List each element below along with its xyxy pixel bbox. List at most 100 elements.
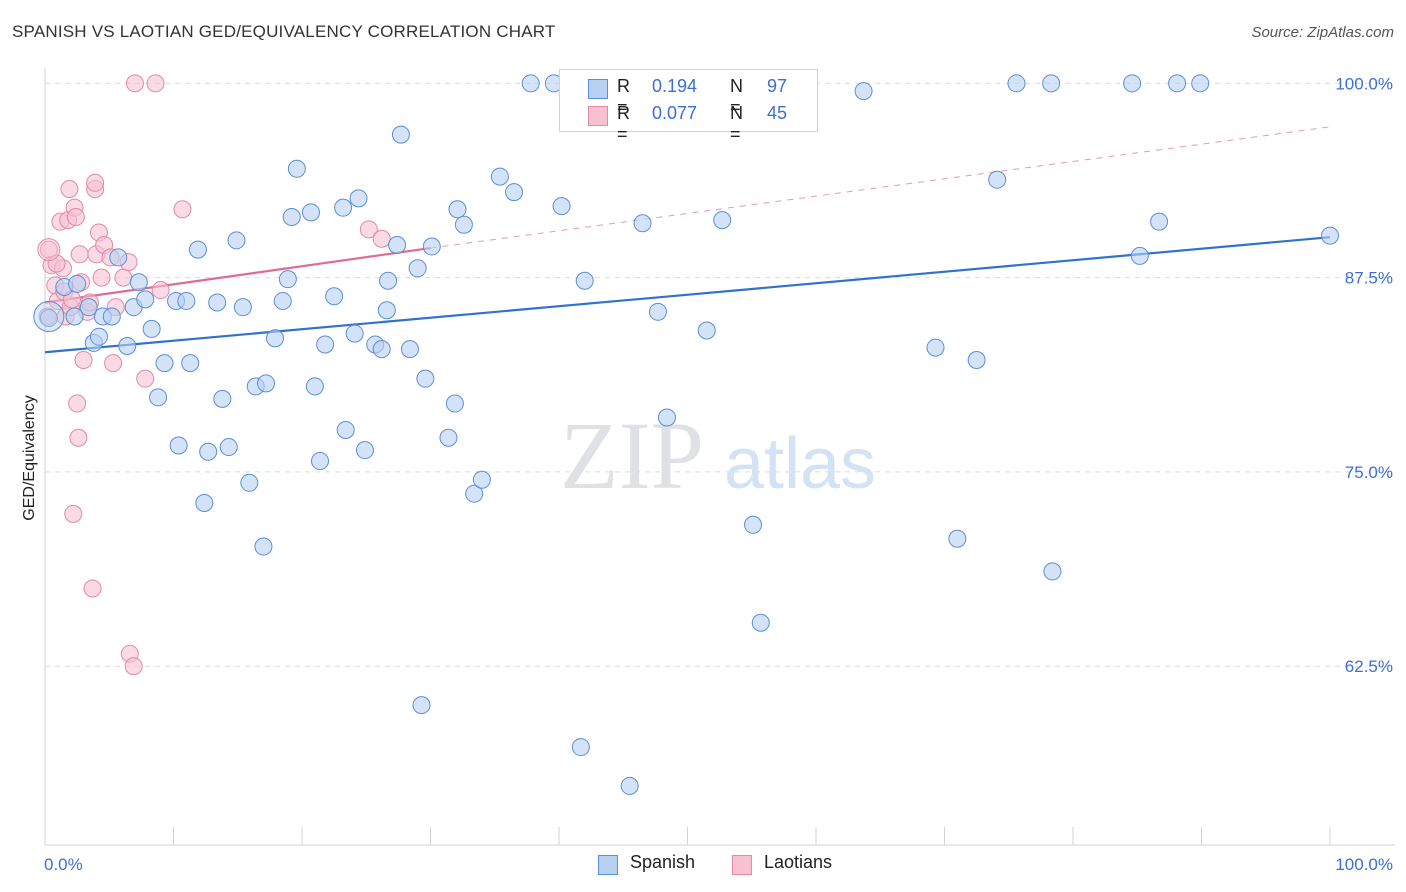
laotians-legend-label: Laotians <box>764 852 833 872</box>
spanish-legend-swatch <box>598 855 618 875</box>
spanish-point <box>102 307 121 326</box>
spanish-point <box>79 298 98 317</box>
y-tick-label: 87.5% <box>1345 269 1393 288</box>
x-tick-label-min: 0.0% <box>44 855 83 874</box>
spanish-point <box>926 338 945 357</box>
spanish-legend-label: Spanish <box>630 852 696 872</box>
y-tick-label: 75.0% <box>1345 463 1393 482</box>
spanish-point <box>149 388 168 407</box>
laotian-point <box>125 74 144 93</box>
spanish-point <box>620 776 639 795</box>
laotian-point <box>83 579 102 598</box>
spanish-point <box>1321 226 1339 245</box>
laotian-point <box>359 220 378 239</box>
laotian-point <box>124 657 143 676</box>
spanish-point <box>633 214 652 233</box>
spanish-point <box>305 377 324 396</box>
laotian-point <box>173 200 192 219</box>
spanish-point <box>521 74 540 93</box>
laotians-swatch <box>588 106 608 126</box>
laotian-point <box>104 354 123 373</box>
n-value: 97 <box>767 76 788 96</box>
spanish-point <box>181 354 200 373</box>
spanish-point <box>213 389 232 408</box>
data-points <box>33 74 1339 795</box>
laotian-point <box>86 173 105 192</box>
n-label: N = <box>730 76 743 117</box>
spanish-point <box>1191 74 1210 93</box>
spanish-point <box>155 354 174 373</box>
spanish-point <box>422 237 441 256</box>
spanish-point <box>345 324 364 343</box>
spanish-point <box>571 738 590 757</box>
spanish-point <box>336 420 355 439</box>
y-tick-label: 62.5% <box>1345 657 1393 676</box>
n-value: 45 <box>767 103 788 123</box>
spanish-point <box>1130 246 1149 265</box>
stats-legend: R = 0.194 N = 97 R = 0.077 N = 45 <box>559 69 818 144</box>
spanish-point <box>372 340 391 359</box>
spanish-point <box>278 270 297 289</box>
spanish-point <box>472 470 491 489</box>
laotian-point <box>92 268 111 287</box>
spanish-point <box>188 240 207 259</box>
spanish-point <box>316 335 335 354</box>
spanish-point <box>377 301 396 320</box>
spanish-point <box>254 537 273 556</box>
laotian-point <box>37 238 61 262</box>
spanish-point <box>751 613 770 632</box>
spanish-point <box>219 438 238 457</box>
spanish-point <box>445 394 464 413</box>
r-value: 0.077 <box>652 103 698 123</box>
laotian-point <box>372 229 391 248</box>
laotian-trend-extension <box>430 126 1331 249</box>
grid-lines <box>45 82 1395 667</box>
tick-labels: 62.5% 75.0% 87.5% 100.0% 0.0% 100.0% <box>44 74 1393 874</box>
spanish-point <box>552 197 571 216</box>
spanish-point <box>177 291 196 310</box>
spanish-point <box>118 337 137 356</box>
r-label: R = <box>617 76 630 117</box>
spanish-point <box>199 442 218 461</box>
source-label: Source: ZipAtlas.com <box>1251 24 1394 41</box>
spanish-point <box>195 494 214 513</box>
spanish-point <box>1007 74 1026 93</box>
spanish-point <box>744 515 763 534</box>
spanish-point <box>169 436 188 455</box>
laotian-point <box>146 74 165 93</box>
y-tick-label: 100.0% <box>1335 74 1393 93</box>
spanish-point <box>227 231 246 250</box>
spanish-point <box>310 452 329 471</box>
laotian-point <box>114 268 133 287</box>
spanish-point <box>129 273 148 292</box>
watermark-atlas: atlas <box>724 424 876 504</box>
spanish-point <box>325 287 344 306</box>
spanish-point <box>273 291 292 310</box>
spanish-point <box>713 211 732 230</box>
laotian-point <box>64 504 83 523</box>
spanish-point <box>1042 74 1061 93</box>
laotian-point <box>68 394 87 413</box>
spanish-point <box>697 321 716 340</box>
spanish-point <box>142 319 161 338</box>
spanish-point <box>648 302 667 321</box>
spanish-point <box>412 696 431 715</box>
spanish-point <box>266 329 285 348</box>
spanish-point <box>65 307 84 326</box>
spanish-point <box>657 408 676 427</box>
x-tick-label-max: 100.0% <box>1335 855 1393 874</box>
spanish-point <box>233 298 252 317</box>
spanish-point <box>465 484 484 503</box>
laotian-point <box>136 369 155 388</box>
spanish-point <box>448 200 467 219</box>
laotian-point <box>151 281 170 300</box>
axes <box>44 68 1395 846</box>
spanish-point <box>967 351 986 370</box>
watermark-zip: ZIP <box>560 402 704 509</box>
spanish-point <box>988 170 1007 189</box>
spanish-trend-line <box>44 236 1331 354</box>
spanish-point <box>39 309 58 328</box>
spanish-point <box>1150 212 1169 231</box>
spanish-point <box>349 189 368 208</box>
